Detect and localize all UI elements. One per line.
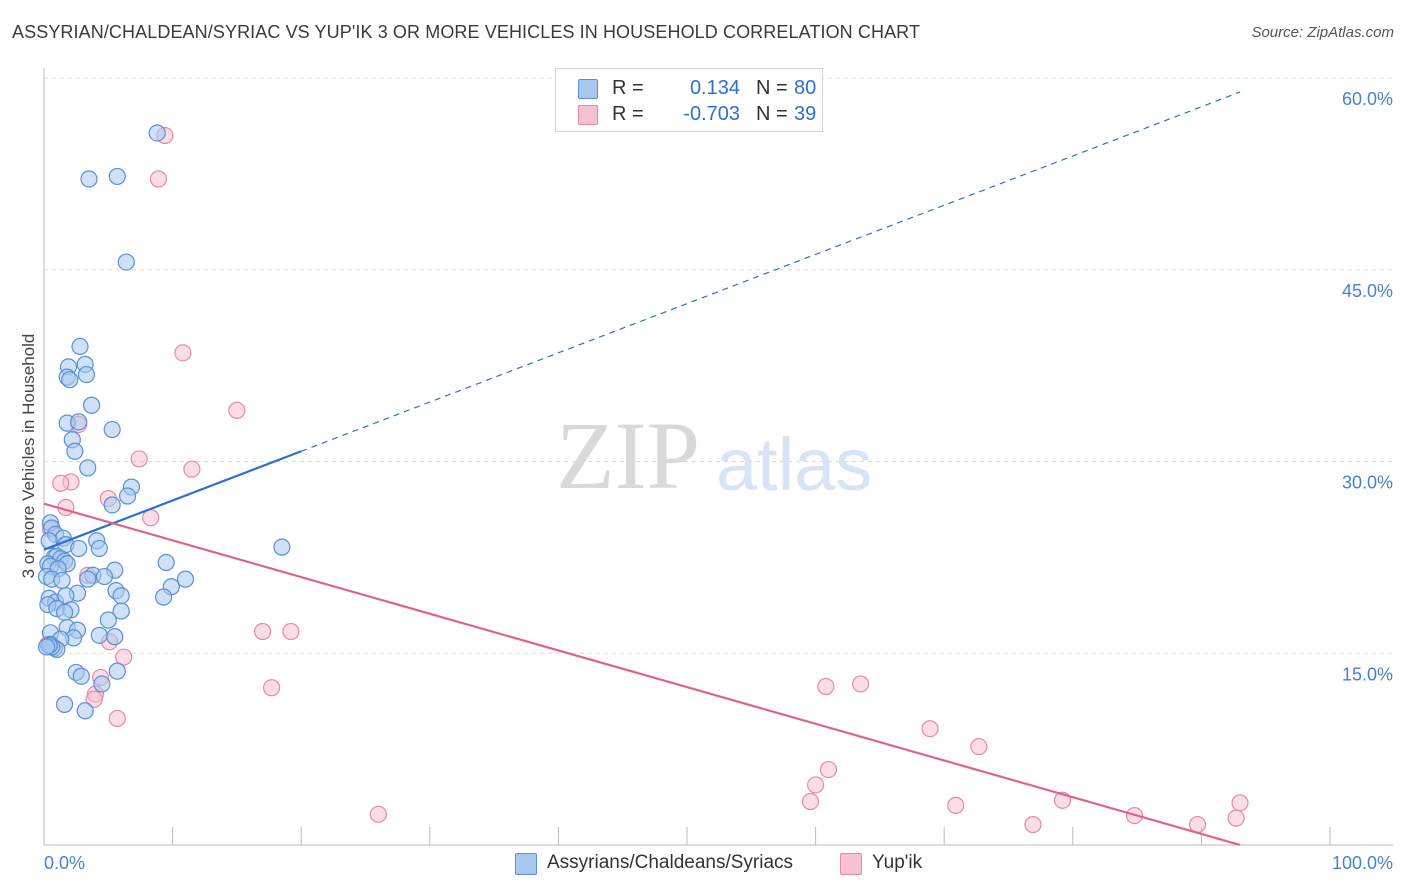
yupik-point: [228, 401, 246, 419]
assyrian-point: [90, 626, 108, 644]
assyrian-point: [90, 539, 108, 558]
yupik-point: [108, 709, 126, 728]
assyrian-point: [157, 553, 175, 572]
assyrian-point: [79, 570, 97, 588]
watermark-atlas: atlas: [716, 423, 872, 506]
assyrian-point: [61, 371, 79, 389]
legend-r-value: -0.703: [683, 103, 740, 125]
legend-n-value: 39: [794, 103, 817, 125]
stats-legend: R = 0.134 N = 80 R = -0.703 N = 39: [555, 68, 823, 132]
yupik-point: [801, 792, 820, 811]
assyrian-point: [118, 487, 137, 505]
assyrian-point: [108, 662, 126, 680]
x-tick-label-min: 0.0%: [44, 853, 85, 873]
assyrian-point: [176, 570, 195, 588]
assyrian-point: [55, 695, 74, 713]
y-tick-label: 45.0%: [1342, 281, 1393, 301]
assyrian-point: [273, 538, 291, 556]
legend-n-label: N =: [756, 77, 788, 99]
yupik-point: [149, 170, 168, 188]
assyrian-point: [71, 337, 89, 356]
yupik-point: [819, 760, 838, 779]
assyrian-point: [93, 675, 111, 693]
assyrian-point: [82, 396, 101, 414]
y-axis-label: 3 or more Vehicles in Household: [19, 334, 38, 579]
chart-title: ASSYRIAN/CHALDEAN/SYRIAC VS YUP'IK 3 OR …: [12, 22, 921, 42]
yupik-point: [947, 796, 965, 814]
yupik-point: [183, 460, 201, 478]
assyrian-point: [108, 167, 126, 186]
yupik-point: [115, 648, 133, 666]
bottom-legend-label-series1: Assyrians/Chaldeans/Syriacs: [547, 852, 794, 873]
assyrian-point: [72, 667, 90, 685]
yupik-point: [174, 344, 192, 362]
trend-line-series1-extension: [300, 91, 1241, 452]
assyrian-points: [37, 124, 291, 720]
yupik-point: [282, 622, 300, 641]
trend-line-series2: [43, 502, 1241, 846]
watermark: ZIP atlas: [556, 402, 872, 509]
x-tick-label-max: 100.0%: [1332, 853, 1393, 873]
assyrian-point: [112, 587, 130, 605]
assyrian-point: [77, 365, 96, 384]
legend-swatch-series1: [578, 79, 598, 99]
legend-n-label: N =: [756, 103, 788, 125]
assyrian-point: [99, 611, 117, 629]
yupik-point: [263, 679, 281, 697]
assyrian-point: [37, 638, 56, 656]
yupik-point: [130, 450, 148, 468]
assyrian-point: [66, 442, 84, 460]
yupik-point: [369, 805, 387, 823]
yupik-point: [806, 776, 825, 794]
legend-r-label: R =: [612, 77, 644, 99]
bottom-legend-swatch-series1: [515, 853, 537, 875]
assyrian-point: [103, 496, 121, 514]
assyrian-point: [106, 628, 124, 646]
legend-r-value: 0.134: [689, 77, 740, 99]
yupik-point: [85, 690, 103, 708]
assyrian-point: [79, 459, 97, 477]
yupik-point: [852, 675, 870, 693]
assyrian-point: [70, 539, 88, 558]
yupik-point: [970, 737, 988, 756]
yupik-point: [921, 720, 939, 738]
trend-line-series1: [43, 450, 302, 551]
assyrian-point: [76, 702, 94, 720]
yupik-point: [52, 474, 70, 492]
yupik-point: [817, 677, 835, 696]
assyrian-point: [117, 253, 135, 271]
yupik-point: [254, 622, 272, 641]
watermark-zip: ZIP: [556, 402, 700, 509]
legend-n-value: 80: [794, 77, 817, 99]
grid-layer: [44, 77, 1393, 654]
assyrian-point: [55, 603, 74, 621]
assyrian-point: [53, 571, 71, 589]
yupik-point: [1227, 809, 1245, 827]
assyrian-point: [95, 567, 114, 586]
assyrian-point: [148, 124, 166, 142]
assyrian-point: [80, 170, 98, 188]
source-label: Source: ZipAtlas.com: [1251, 24, 1394, 41]
assyrian-point: [70, 413, 88, 431]
legend-swatch-series2: [578, 105, 598, 125]
axis-layer: 15.0% 30.0% 45.0% 60.0%: [43, 68, 1393, 846]
bottom-legend-swatch-series2: [840, 853, 862, 875]
y-tick-label: 60.0%: [1342, 89, 1393, 109]
trend-lines: [43, 91, 1241, 846]
assyrian-point: [103, 420, 121, 439]
yupik-point: [1024, 815, 1042, 834]
assyrian-point: [154, 588, 173, 606]
bottom-legend-label-series2: Yup'ik: [872, 852, 923, 873]
legend-r-label: R =: [612, 103, 644, 125]
y-tick-label: 15.0%: [1342, 664, 1393, 684]
yupik-point: [1231, 794, 1249, 812]
assyrian-point: [112, 602, 130, 620]
y-tick-label: 30.0%: [1342, 473, 1393, 493]
